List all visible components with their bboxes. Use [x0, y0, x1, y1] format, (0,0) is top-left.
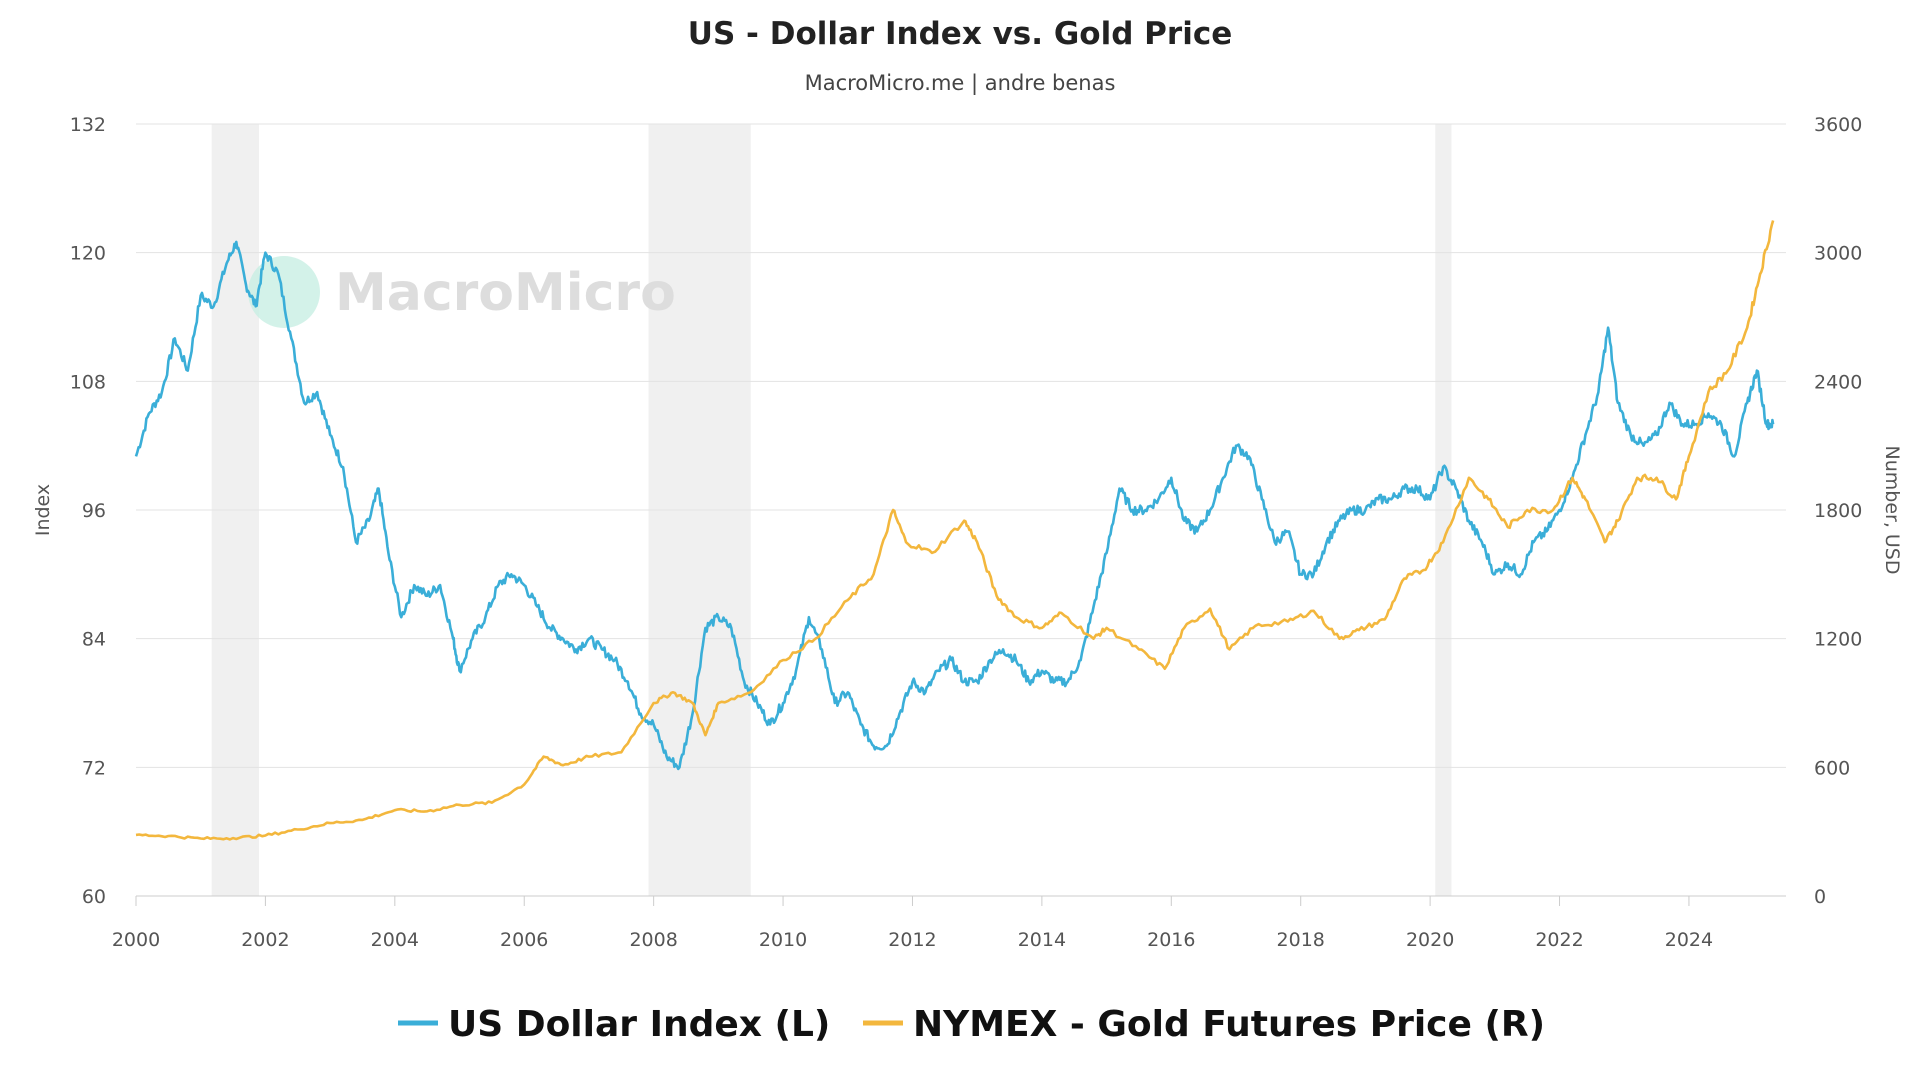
- y-right-tick-label: 3000: [1814, 243, 1862, 265]
- y-left-tick-label: 120: [70, 243, 106, 265]
- y-left-tick-label: 96: [82, 500, 106, 522]
- x-tick-label: 2020: [1406, 929, 1454, 951]
- legend-item-dollar-index[interactable]: US Dollar Index (L): [398, 1004, 830, 1045]
- x-tick-label: 2004: [371, 929, 419, 951]
- watermark-text: MacroMicro: [335, 263, 676, 323]
- watermark: MacroMicro: [248, 256, 676, 328]
- gridlines: [136, 123, 1786, 897]
- x-tick-label: 2008: [629, 929, 677, 951]
- chart-subtitle: MacroMicro.me | andre benas: [805, 71, 1116, 96]
- y-left-tick-label: 108: [70, 371, 106, 393]
- x-tick-label: 2002: [241, 929, 289, 951]
- series-line-dollar-index: [134, 240, 1775, 771]
- x-tick-label: 2022: [1535, 929, 1583, 951]
- y-axis-left: 60 72 84 96 108 120 132: [70, 114, 106, 908]
- legend-label-dollar-index: US Dollar Index (L): [448, 1004, 830, 1045]
- y-axis-right-title: Number, USD: [1881, 445, 1903, 574]
- series-line-gold-price: [135, 220, 1775, 841]
- legend-item-gold-price[interactable]: NYMEX - Gold Futures Price (R): [863, 1004, 1545, 1045]
- x-tick-label: 2006: [500, 929, 548, 951]
- watermark-logo-icon: [248, 256, 320, 328]
- x-tick-label: 2024: [1665, 929, 1713, 951]
- x-axis: 2000 2002 2004 2006 2008 2010 2012 2014 2016 2018…: [112, 896, 1713, 951]
- y-left-tick-label: 84: [82, 629, 106, 651]
- y-right-tick-label: 3600: [1814, 114, 1862, 136]
- legend-label-gold-price: NYMEX - Gold Futures Price (R): [913, 1004, 1545, 1045]
- x-tick-label: 2018: [1277, 929, 1325, 951]
- y-right-tick-label: 2400: [1814, 371, 1862, 393]
- series-lines: [134, 220, 1775, 841]
- y-left-tick-label: 72: [82, 757, 106, 779]
- y-right-tick-label: 0: [1814, 886, 1826, 908]
- y-axis-left-title: Index: [32, 484, 54, 536]
- chart-title: US - Dollar Index vs. Gold Price: [688, 16, 1232, 52]
- legend: US Dollar Index (L) NYMEX - Gold Futures…: [398, 1004, 1545, 1045]
- y-left-tick-label: 132: [70, 114, 106, 136]
- y-left-tick-label: 60: [82, 886, 106, 908]
- x-tick-label: 2016: [1147, 929, 1195, 951]
- x-tick-label: 2014: [1018, 929, 1066, 951]
- x-tick-label: 2000: [112, 929, 160, 951]
- y-axis-right: 0 600 1200 1800 2400 3000 3600: [1814, 114, 1862, 908]
- y-right-tick-label: 1200: [1814, 629, 1862, 651]
- y-right-tick-label: 600: [1814, 757, 1850, 779]
- x-tick-label: 2012: [888, 929, 936, 951]
- y-right-tick-label: 1800: [1814, 500, 1862, 522]
- x-tick-label: 2010: [759, 929, 807, 951]
